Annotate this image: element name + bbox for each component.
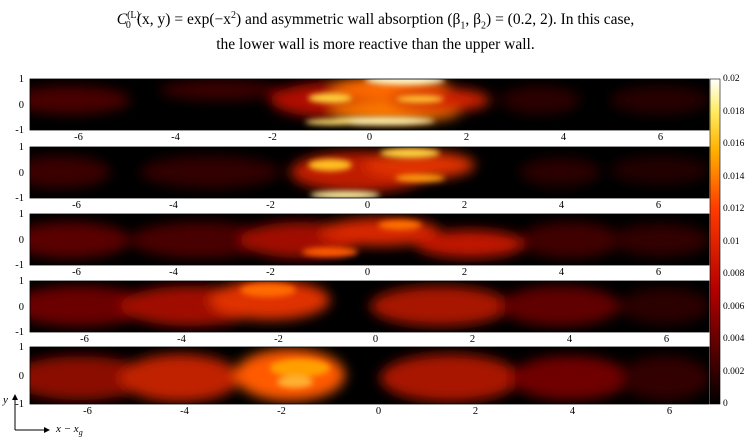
x-tick-label: 2	[469, 334, 476, 345]
x-tick-label: 4	[560, 132, 567, 143]
y-tick-label: 1	[18, 342, 24, 353]
colorbar-tick-label: 0.004	[723, 334, 745, 344]
x-tick-label: 2	[472, 406, 479, 417]
x-tick-label: -2	[266, 200, 275, 211]
x-tick-label: -2	[266, 267, 275, 278]
x-tick-label: 6	[655, 200, 662, 211]
y-tick-label: 0	[18, 99, 24, 111]
heatmap-panel-1	[30, 79, 709, 130]
colorbar-tick-label: 0.018	[723, 106, 745, 117]
x-tick-label: -6	[83, 406, 92, 417]
x-tick-label: -4	[171, 132, 180, 143]
colorbar-tick-label: 0.006	[723, 301, 745, 312]
x-tick-label: 4	[558, 200, 565, 211]
x-tick-label: -4	[169, 200, 178, 211]
x-tick-label: 6	[666, 406, 673, 417]
x-tick-label: -6	[74, 132, 83, 143]
y-tick-label: -1	[15, 327, 24, 338]
x-tick-label: 6	[663, 334, 670, 345]
caption-line-2: the lower wall is more reactive than the…	[216, 36, 535, 54]
y-tick-label: 1	[18, 209, 24, 220]
y-tick-label: 1	[18, 142, 24, 153]
y-tick-label: -1	[15, 260, 24, 271]
x-tick-label: -2	[277, 406, 286, 417]
x-tick-label: 4	[558, 267, 565, 278]
x-tick-label: -2	[274, 334, 283, 345]
x-tick-label: 2	[461, 200, 468, 211]
heatmap-panel-4	[30, 281, 709, 332]
x-tick-label: -4	[180, 406, 189, 417]
y-tick-label: -1	[15, 193, 24, 204]
x-tick-label: 0	[366, 132, 373, 143]
y-tick-label: 0	[18, 167, 24, 179]
colorbar-tick-label: 0.01	[723, 236, 740, 247]
x-tick-label: 4	[569, 406, 576, 417]
colorbar	[709, 78, 721, 405]
colorbar-tick-label: 0.02	[723, 74, 740, 84]
x-axis-label: x − xg	[56, 423, 83, 438]
x-tick-label: -6	[80, 334, 89, 345]
heatmap-panel-5	[30, 347, 709, 404]
x-tick-label: -6	[72, 200, 81, 211]
x-tick-label: 2	[461, 267, 468, 278]
y-tick-label: 1	[18, 276, 24, 287]
colorbar-tick-label: 0.014	[723, 171, 745, 182]
x-tick-label: 0	[364, 267, 371, 278]
x-tick-label: 0	[375, 406, 382, 417]
x-tick-label: -6	[72, 267, 81, 278]
x-tick-label: -2	[268, 132, 277, 143]
colorbar-tick-label: 0.016	[723, 139, 745, 149]
x-tick-label: 0	[372, 334, 379, 345]
y-tick-label: 0	[18, 234, 24, 246]
x-tick-label: 6	[655, 267, 662, 278]
heatmap-panel-3	[30, 214, 709, 265]
heatmap-panel-2	[30, 147, 709, 198]
y-tick-label: -1	[15, 399, 24, 410]
x-tick-label: 6	[657, 132, 664, 143]
x-tick-label: 2	[463, 132, 470, 143]
colorbar-tick-label: 0.002	[723, 366, 745, 377]
colorbar-tick-label: 0	[723, 399, 728, 409]
caption-line-1: C(L)0 (x, y) = exp(−x2) and asymmetric wa…	[116, 10, 635, 32]
figure-caption: C(L)0 (x, y) = exp(−x2) and asymmetric wa…	[0, 6, 751, 54]
colorbar-tick-label: 0.008	[723, 269, 745, 279]
x-tick-label: 4	[566, 334, 573, 345]
y-tick-label: -1	[15, 125, 24, 136]
y-tick-label: 0	[18, 301, 24, 313]
x-tick-label: -4	[177, 334, 186, 345]
colorbar-tick-label: 0.012	[723, 204, 745, 214]
y-tick-label: 0	[18, 370, 24, 382]
x-tick-label: -4	[169, 267, 178, 278]
y-tick-label: 1	[18, 74, 24, 85]
x-tick-label: 0	[364, 200, 371, 211]
y-axis-label: y	[3, 394, 8, 406]
